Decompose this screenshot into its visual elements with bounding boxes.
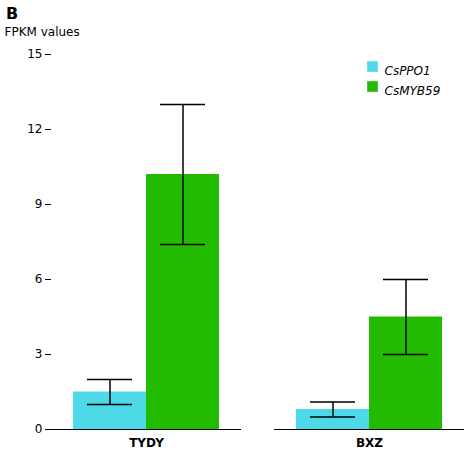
svg-text:CsMYB59: CsMYB59 bbox=[385, 84, 441, 98]
svg-text:CsPPO1: CsPPO1 bbox=[385, 64, 431, 78]
html-text:B: B bbox=[6, 4, 19, 23]
svg-text:6: 6 bbox=[35, 272, 43, 286]
svg-text:3: 3 bbox=[35, 347, 43, 361]
svg-text:12: 12 bbox=[27, 122, 42, 136]
svg-text:BXZ: BXZ bbox=[356, 436, 383, 450]
svg-text:TYDY: TYDY bbox=[129, 436, 164, 450]
svg-text:15: 15 bbox=[27, 47, 42, 61]
svg-text:0: 0 bbox=[35, 422, 43, 436]
svg-text:9: 9 bbox=[35, 197, 43, 211]
svg-text:FPKM values: FPKM values bbox=[5, 25, 80, 39]
